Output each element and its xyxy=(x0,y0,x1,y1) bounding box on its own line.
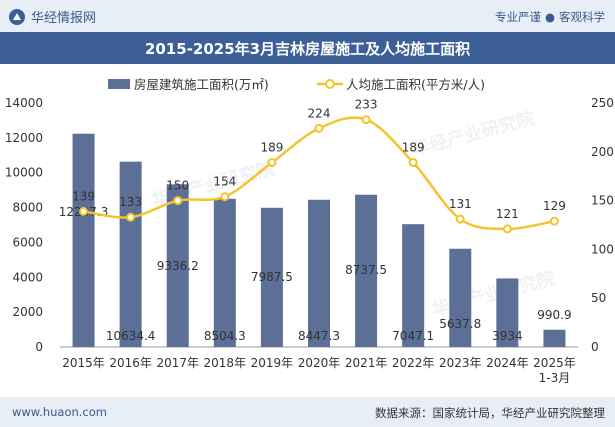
legend-line-marker xyxy=(325,79,335,89)
line-point xyxy=(314,123,324,133)
line-value-label: 129 xyxy=(543,199,566,213)
y-left-tick-label: 6000 xyxy=(12,235,43,249)
x-tick-label: 2021年 xyxy=(345,356,388,370)
line-value-label: 189 xyxy=(402,141,425,155)
line-value-label: 233 xyxy=(355,98,378,112)
line-point xyxy=(126,212,136,222)
top-bar: 华经情报网 专业严谨 ● 客观科学 xyxy=(0,0,615,32)
bar xyxy=(119,161,142,347)
chart-title: 2015-2025年3月吉林房屋施工及人均施工面积 xyxy=(144,39,471,58)
bar-value-label: 3934 xyxy=(492,329,523,343)
bar-value-label: 8504.3 xyxy=(204,329,246,343)
y-left-tick-label: 12000 xyxy=(5,131,43,145)
line-value-label: 154 xyxy=(213,175,236,189)
bar xyxy=(355,194,378,347)
y-right-tick-label: 200 xyxy=(591,145,614,159)
y-right-tick-label: 150 xyxy=(591,194,614,208)
bar xyxy=(308,199,330,347)
footer: www.huaon.com 数据来源：国家统计局，华经产业研究院整理 xyxy=(0,397,615,427)
y-left-tick-label: 14000 xyxy=(5,96,43,110)
tagline-right: 客观科学 xyxy=(559,10,605,24)
line-value-label: 150 xyxy=(166,179,189,193)
line-value-label: 139 xyxy=(72,189,95,203)
x-tick-label: 2018年 xyxy=(204,356,247,370)
bar xyxy=(402,224,425,347)
line-point xyxy=(549,216,559,226)
bar-value-label: 7047.1 xyxy=(392,329,434,343)
x-tick-label: 2025年 1-3月 xyxy=(533,356,576,385)
legend-bar-swatch xyxy=(108,79,130,89)
brand-name: 华经情报网 xyxy=(31,11,97,26)
x-tick-label: 2017年 xyxy=(156,356,199,370)
y-left-tick-label: 2000 xyxy=(12,305,43,319)
line-value-label: 121 xyxy=(496,207,519,221)
y-right-tick-label: 100 xyxy=(591,242,614,256)
line-point xyxy=(361,115,371,125)
line-point xyxy=(408,158,418,168)
bar xyxy=(166,184,189,347)
x-tick-label: 2023年 xyxy=(439,356,482,370)
bar xyxy=(449,248,472,347)
bar xyxy=(72,133,95,347)
y-left-tick-label: 8000 xyxy=(12,201,43,215)
line-point xyxy=(220,192,230,202)
tagline-left: 专业严谨 xyxy=(494,10,541,24)
x-tick-label: 2016年 xyxy=(109,356,152,370)
x-tick-label-line: 1-3月 xyxy=(539,371,571,385)
line-point xyxy=(455,214,465,224)
bar xyxy=(260,207,283,347)
tagline-separator: ● xyxy=(544,10,555,24)
bar-value-label: 8737.5 xyxy=(345,263,387,277)
bar xyxy=(543,329,566,347)
y-right-tick-label: 0 xyxy=(591,340,599,354)
x-tick-label: 2022年 xyxy=(392,356,435,370)
bar-value-label: 7987.5 xyxy=(251,270,293,284)
legend-line-label: 人均施工面积(平方米/人) xyxy=(346,77,485,92)
x-tick-label: 2015年 xyxy=(62,356,105,370)
data-source: 数据来源：国家统计局，华经产业研究院整理 xyxy=(375,406,605,420)
x-tick-label-line: 2025年 xyxy=(533,356,576,370)
bar xyxy=(496,278,519,347)
y-left-tick-label: 0 xyxy=(35,340,43,354)
bar xyxy=(213,198,236,347)
tagline: 专业严谨 ● 客观科学 xyxy=(495,9,605,25)
brand[interactable]: 华经情报网 xyxy=(8,7,96,26)
bar-value-label: 9336.2 xyxy=(157,259,199,273)
legend-bar-label: 房屋建筑施工面积(万㎡) xyxy=(134,77,269,92)
line-value-label: 189 xyxy=(260,141,283,155)
logo-icon xyxy=(9,8,25,25)
y-left-tick-label: 4000 xyxy=(12,270,43,284)
title-bar: 2015-2025年3月吉林房屋施工及人均施工面积 xyxy=(0,32,615,64)
x-tick-label: 2024年 xyxy=(486,356,529,370)
line-point xyxy=(79,206,89,216)
y-right-tick-label: 50 xyxy=(591,291,606,305)
line-value-label: 224 xyxy=(308,106,331,120)
y-right-tick-label: 250 xyxy=(591,96,614,110)
bar-value-label: 5637.8 xyxy=(439,317,481,331)
chart-canvas: 房屋建筑施工面积(万㎡) 人均施工面积(平方米/人)020004000600080… xyxy=(5,77,614,385)
line-point xyxy=(267,158,277,168)
y-left-tick-label: 10000 xyxy=(5,166,43,180)
bar-value-label: 10634.4 xyxy=(106,329,156,343)
website-link[interactable]: www.huaon.com xyxy=(12,405,107,419)
bar-value-label: 990.9 xyxy=(537,308,571,322)
x-tick-label: 2020年 xyxy=(298,356,341,370)
bar-value-label: 8447.3 xyxy=(298,329,340,343)
line-point xyxy=(173,196,183,206)
line-value-label: 131 xyxy=(449,197,472,211)
line-point xyxy=(502,224,512,234)
line-value-label: 133 xyxy=(119,195,142,209)
x-tick-label: 2019年 xyxy=(251,356,294,370)
